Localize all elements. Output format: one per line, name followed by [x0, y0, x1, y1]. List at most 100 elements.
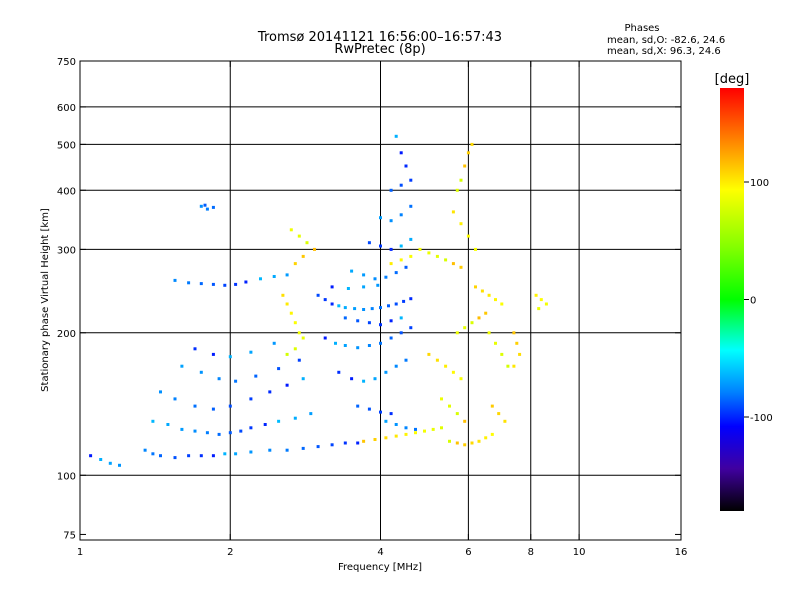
data-point-o-mode	[180, 427, 184, 431]
data-point-o-mode	[362, 308, 366, 311]
data-point-o-mode	[277, 419, 281, 423]
data-point-x-mode	[512, 364, 516, 368]
data-point-o-mode	[379, 341, 382, 345]
data-point-x-mode	[399, 258, 403, 262]
data-point-x-mode	[435, 358, 439, 362]
data-point-o-mode	[228, 355, 232, 359]
data-point-o-mode	[217, 377, 221, 381]
data-point-x-mode	[463, 164, 467, 168]
data-point-x-mode	[518, 352, 522, 356]
data-point-x-mode	[293, 262, 297, 266]
data-point-o-mode	[285, 273, 289, 277]
x-tick-label: 4	[377, 547, 383, 558]
data-point-o-mode	[223, 283, 227, 287]
data-point-x-mode	[293, 347, 297, 351]
data-point-x-mode	[404, 432, 408, 436]
data-point-o-mode	[259, 277, 262, 281]
data-point-x-mode	[451, 370, 455, 374]
data-point-o-mode	[223, 452, 227, 456]
colorbar-label: [deg]	[715, 72, 750, 87]
data-point-o-mode	[180, 364, 184, 368]
data-point-o-mode	[99, 458, 103, 461]
data-point-x-mode	[494, 298, 497, 302]
data-point-o-mode	[399, 316, 403, 320]
data-point-o-mode	[309, 412, 313, 416]
data-point-o-mode	[151, 419, 155, 423]
data-point-o-mode	[409, 178, 413, 182]
data-point-o-mode	[367, 321, 371, 325]
data-point-o-mode	[268, 390, 272, 394]
data-point-o-mode	[199, 204, 203, 208]
data-point-x-mode	[451, 262, 455, 266]
data-point-o-mode	[193, 404, 197, 408]
data-point-o-mode	[409, 237, 413, 241]
x-axis-label: Frequency [MHz]	[338, 562, 422, 573]
data-point-o-mode	[244, 280, 248, 284]
data-point-x-mode	[487, 331, 491, 335]
data-points	[89, 134, 548, 467]
data-point-x-mode	[362, 439, 366, 443]
data-point-o-mode	[384, 275, 388, 279]
colorbar-ticks: 100 0 -100	[744, 178, 773, 424]
data-point-o-mode	[249, 426, 253, 430]
data-point-x-mode	[305, 241, 309, 245]
data-point-x-mode	[459, 377, 463, 381]
data-point-x-mode	[459, 222, 463, 226]
data-point-o-mode	[217, 432, 221, 436]
data-point-o-mode	[389, 412, 393, 416]
data-point-o-mode	[367, 241, 371, 245]
data-point-o-mode	[379, 306, 382, 310]
data-point-x-mode	[297, 331, 301, 335]
data-point-x-mode	[389, 262, 393, 266]
data-point-o-mode	[272, 341, 276, 345]
data-point-o-mode	[108, 461, 112, 465]
data-point-x-mode	[484, 436, 488, 440]
data-point-o-mode	[379, 410, 382, 414]
data-point-o-mode	[205, 431, 209, 435]
data-point-o-mode	[330, 443, 334, 447]
data-point-o-mode	[346, 287, 350, 290]
colorbar-tick-label: 0	[750, 296, 756, 307]
data-point-o-mode	[187, 454, 191, 458]
data-point-o-mode	[199, 454, 203, 458]
data-point-o-mode	[323, 298, 327, 302]
data-point-o-mode	[193, 347, 197, 351]
data-point-x-mode	[409, 254, 413, 258]
data-point-o-mode	[399, 183, 403, 187]
data-point-x-mode	[373, 438, 377, 441]
stats-heading: Phases	[624, 23, 659, 34]
data-point-o-mode	[205, 207, 209, 211]
data-point-o-mode	[367, 344, 371, 347]
data-point-x-mode	[534, 293, 538, 297]
data-point-o-mode	[199, 370, 203, 374]
data-point-o-mode	[316, 293, 320, 297]
data-point-x-mode	[444, 364, 448, 368]
data-point-o-mode	[228, 431, 232, 435]
data-point-x-mode	[285, 302, 289, 306]
data-point-o-mode	[399, 213, 403, 217]
data-point-o-mode	[343, 306, 347, 310]
data-point-o-mode	[409, 326, 413, 330]
data-point-x-mode	[427, 352, 431, 356]
data-point-o-mode	[118, 463, 121, 467]
data-point-x-mode	[301, 254, 305, 258]
data-point-o-mode	[173, 397, 177, 401]
data-point-o-mode	[316, 445, 320, 449]
data-point-o-mode	[362, 285, 366, 289]
data-point-o-mode	[173, 278, 177, 282]
data-point-o-mode	[384, 419, 388, 423]
x-tick-label: 10	[573, 547, 586, 558]
data-point-x-mode	[455, 441, 459, 445]
data-point-o-mode	[373, 277, 377, 281]
x-tick-label: 1	[77, 547, 83, 558]
data-point-o-mode	[211, 454, 215, 458]
data-point-x-mode	[289, 311, 293, 315]
data-point-o-mode	[330, 285, 334, 289]
data-point-o-mode	[254, 374, 258, 378]
data-point-x-mode	[490, 404, 494, 408]
data-point-x-mode	[448, 404, 451, 408]
data-point-x-mode	[418, 247, 422, 251]
y-tick-label: 500	[57, 140, 76, 151]
data-point-x-mode	[394, 434, 398, 438]
data-point-o-mode	[297, 358, 301, 362]
